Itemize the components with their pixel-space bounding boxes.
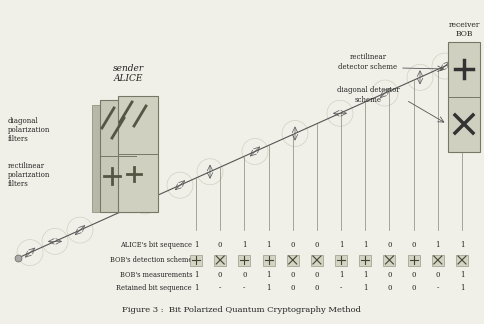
Text: BOB's measurements: BOB's measurements (120, 271, 192, 279)
Text: -: - (243, 284, 245, 292)
Text: 1: 1 (266, 284, 271, 292)
Text: BOB's detection scheme: BOB's detection scheme (109, 256, 192, 264)
Text: 0: 0 (411, 241, 416, 249)
Text: 0: 0 (411, 284, 416, 292)
Text: 0: 0 (436, 271, 440, 279)
Text: Retained bit sequence: Retained bit sequence (116, 284, 192, 292)
Bar (100, 100, 136, 212)
Text: 1: 1 (194, 271, 198, 279)
Text: 0: 0 (411, 271, 416, 279)
Text: 0: 0 (242, 271, 247, 279)
Text: 1: 1 (194, 241, 198, 249)
Bar (383, 255, 395, 266)
Bar (190, 255, 202, 266)
Text: 1: 1 (339, 271, 343, 279)
Bar (359, 255, 371, 266)
Text: rectilinear
detector scheme: rectilinear detector scheme (338, 53, 397, 71)
Text: 0: 0 (387, 241, 392, 249)
Bar (92, 105, 102, 212)
Text: 0: 0 (290, 271, 295, 279)
Text: 0: 0 (387, 271, 392, 279)
Text: sender
ALICE: sender ALICE (112, 64, 144, 83)
Text: 1: 1 (266, 241, 271, 249)
Bar (287, 255, 299, 266)
Text: 1: 1 (460, 271, 464, 279)
Text: diagonal
polarization
filters: diagonal polarization filters (8, 117, 50, 143)
Text: 1: 1 (194, 284, 198, 292)
Bar (335, 255, 347, 266)
Text: ALICE's bit sequence: ALICE's bit sequence (120, 241, 192, 249)
Text: 1: 1 (436, 241, 440, 249)
Bar (408, 255, 420, 266)
Bar (118, 96, 158, 212)
Text: 1: 1 (460, 241, 464, 249)
Text: -: - (437, 284, 439, 292)
Text: diagonal detector
scheme: diagonal detector scheme (337, 87, 399, 104)
Text: 0: 0 (387, 284, 392, 292)
Text: 0: 0 (290, 284, 295, 292)
Text: 1: 1 (363, 241, 367, 249)
Text: -: - (340, 284, 342, 292)
Text: 0: 0 (315, 284, 319, 292)
Text: 1: 1 (363, 271, 367, 279)
Bar (448, 42, 480, 152)
Text: 1: 1 (363, 284, 367, 292)
Text: 1: 1 (242, 241, 247, 249)
Text: 0: 0 (290, 241, 295, 249)
Bar (262, 255, 274, 266)
Text: -: - (219, 284, 221, 292)
Text: 0: 0 (218, 241, 223, 249)
Text: rectilinear
polarization
filters: rectilinear polarization filters (8, 162, 50, 188)
Bar (456, 255, 468, 266)
Text: receiver
BOB: receiver BOB (448, 21, 480, 38)
Bar (214, 255, 226, 266)
Bar (238, 255, 250, 266)
Bar (432, 255, 444, 266)
Text: 1: 1 (339, 241, 343, 249)
Bar (311, 255, 323, 266)
Text: 1: 1 (266, 271, 271, 279)
Text: Figure 3 :  Bit Polarized Quantum Cryptography Method: Figure 3 : Bit Polarized Quantum Cryptog… (122, 306, 362, 314)
Text: 1: 1 (460, 284, 464, 292)
Text: 0: 0 (315, 271, 319, 279)
Text: 0: 0 (218, 271, 223, 279)
Text: 0: 0 (315, 241, 319, 249)
